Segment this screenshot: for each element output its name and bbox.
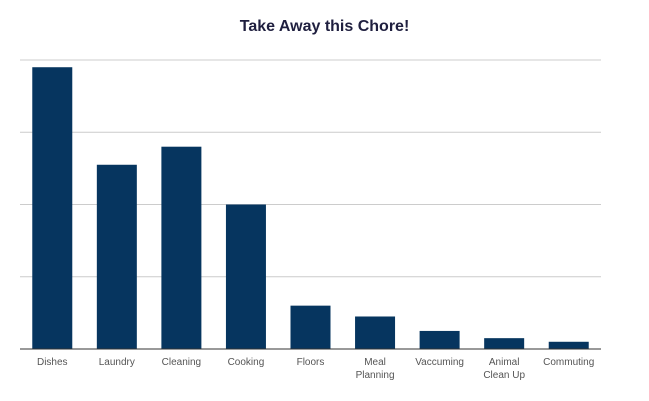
x-tick-label-line: Planning: [356, 370, 395, 381]
bar: [355, 316, 396, 349]
x-tick-label: Commuting: [543, 357, 594, 368]
bar: [161, 146, 202, 349]
x-tick-label: Floors: [297, 357, 325, 368]
bar: [484, 338, 525, 349]
x-tick-label: Dishes: [37, 357, 68, 368]
x-tick-label: Meal Planning: [356, 357, 395, 381]
x-tick-label-line: Animal: [489, 357, 520, 368]
x-tick-label: Animal Clean Up: [483, 357, 525, 381]
x-tick-label-line: Vaccuming: [415, 357, 464, 368]
x-tick-label: Vaccuming: [415, 357, 464, 368]
bar: [419, 330, 460, 349]
bar: [290, 305, 331, 349]
x-tick-label-line: Commuting: [543, 357, 594, 368]
bar: [548, 341, 589, 349]
x-tick-labels: Dishes Laundry Cleaning Cooking Floors Meal Pl…: [37, 357, 594, 381]
bar: [32, 67, 73, 349]
x-tick-label: Laundry: [99, 357, 135, 368]
x-tick-label-line: Clean Up: [483, 370, 525, 381]
chart-title: Take Away this Chore!: [239, 18, 410, 35]
x-tick-label: Cooking: [228, 357, 265, 368]
x-tick-label: Cleaning: [162, 357, 201, 368]
x-tick-label-line: Floors: [297, 357, 325, 368]
bar: [225, 204, 266, 349]
x-tick-label-line: Laundry: [99, 357, 135, 368]
bars: [32, 67, 589, 349]
bar: [96, 164, 137, 349]
x-tick-label-line: Dishes: [37, 357, 68, 368]
x-tick-label-line: Cleaning: [162, 357, 201, 368]
x-tick-label-line: Meal: [364, 357, 386, 368]
x-tick-label-line: Cooking: [228, 357, 265, 368]
